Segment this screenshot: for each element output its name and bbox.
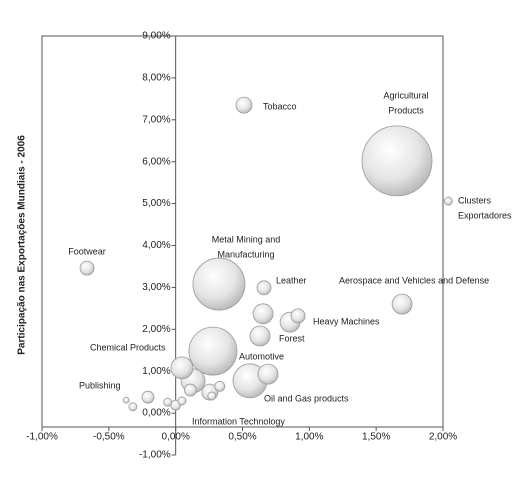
bubble bbox=[249, 325, 271, 347]
bubble-label: Aerospace and Vehicles and Defense bbox=[339, 275, 489, 285]
y-axis-label: Participação nas Exportações Mundiais - … bbox=[17, 135, 28, 355]
bubble bbox=[170, 356, 194, 380]
bubble bbox=[256, 280, 272, 296]
bubble-label: Automotive bbox=[239, 351, 284, 361]
bubble bbox=[252, 303, 274, 325]
y-tick-label: 4,00% bbox=[142, 240, 170, 251]
bubble-label: Exportadores bbox=[458, 210, 512, 220]
bubble-label: Heavy Machines bbox=[313, 316, 380, 326]
bubble-label: Forest bbox=[279, 333, 305, 343]
bubble bbox=[391, 293, 413, 315]
bubble bbox=[177, 396, 187, 406]
x-tick-label: 1,00% bbox=[295, 432, 323, 443]
bubble bbox=[214, 380, 226, 392]
bubble bbox=[207, 391, 217, 401]
bubble bbox=[192, 257, 246, 311]
x-tick-label: 0,00% bbox=[161, 432, 189, 443]
bubble-label: Agricultural bbox=[383, 90, 428, 100]
bubble-label: Information Technology bbox=[192, 416, 285, 426]
bubble bbox=[235, 96, 253, 114]
bubble bbox=[122, 396, 130, 404]
x-tick-label: -1,00% bbox=[26, 432, 58, 443]
x-tick-label: 2,00% bbox=[429, 432, 457, 443]
bubble bbox=[183, 383, 197, 397]
bubble-label: Metal Mining and bbox=[212, 234, 281, 244]
y-tick-label: 1,00% bbox=[142, 366, 170, 377]
y-tick-label: 9,00% bbox=[142, 31, 170, 42]
bubble-label: Clusters bbox=[458, 195, 492, 205]
bubble-label: Products bbox=[388, 105, 424, 115]
bubble bbox=[141, 390, 155, 404]
bubble-label: Publishing bbox=[79, 380, 121, 390]
bubble bbox=[79, 260, 95, 276]
x-tick-label: -0,50% bbox=[93, 432, 125, 443]
x-tick-label: 0,50% bbox=[228, 432, 256, 443]
bubble-label: Leather bbox=[276, 275, 307, 285]
y-tick-label: 2,00% bbox=[142, 324, 170, 335]
bubble-label: Manufacturing bbox=[217, 249, 274, 259]
bubble bbox=[163, 397, 173, 407]
y-tick-label: 0,00% bbox=[142, 408, 170, 419]
y-tick-label: 8,00% bbox=[142, 73, 170, 84]
bubble-label: Chemical Products bbox=[90, 342, 166, 352]
y-tick-label: 3,00% bbox=[142, 282, 170, 293]
bubble bbox=[257, 363, 279, 385]
bubble-label: Footwear bbox=[68, 246, 106, 256]
bubble bbox=[290, 308, 306, 324]
bubble bbox=[361, 125, 433, 197]
y-tick-label: 6,00% bbox=[142, 156, 170, 167]
bubble bbox=[443, 196, 453, 206]
bubble-label: Oil and Gas products bbox=[264, 393, 349, 403]
y-tick-label: 7,00% bbox=[142, 114, 170, 125]
y-tick-label: -1,00% bbox=[139, 450, 171, 461]
bubble bbox=[128, 402, 138, 412]
y-tick-label: 5,00% bbox=[142, 198, 170, 209]
bubble-label: Tobacco bbox=[263, 101, 297, 111]
bubble bbox=[188, 326, 238, 376]
x-tick-label: 1,50% bbox=[362, 432, 390, 443]
